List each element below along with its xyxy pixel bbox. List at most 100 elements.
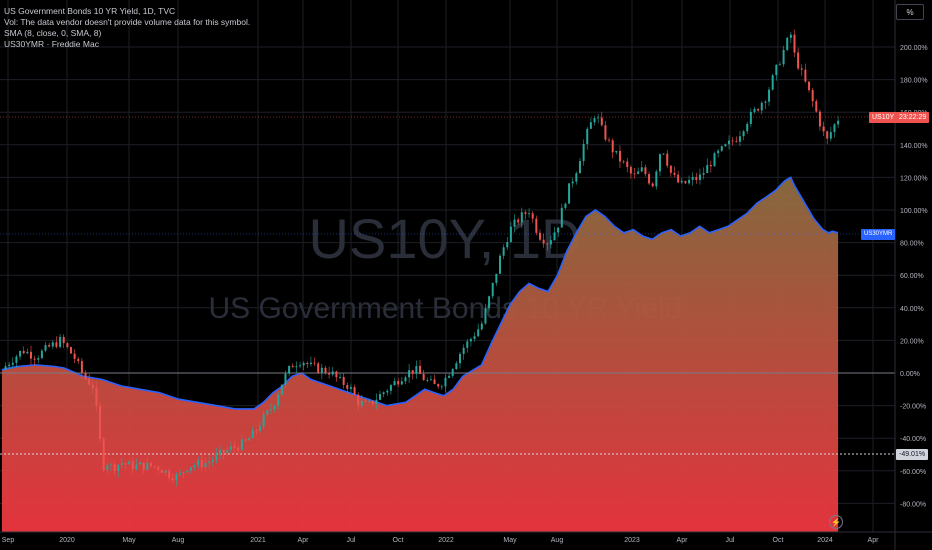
- candle-body: [535, 218, 538, 233]
- us30ymr-area: [1, 177, 839, 532]
- candle-body: [440, 386, 443, 388]
- candle-body: [124, 463, 127, 465]
- price-axis[interactable]: 200.00%180.00%160.00%140.00%120.00%100.0…: [900, 45, 928, 508]
- candle-body: [760, 102, 763, 111]
- candle-body: [531, 213, 534, 219]
- candle-body: [59, 336, 62, 347]
- legend-sma[interactable]: SMA (8, close, 0, SMA, 8): [4, 28, 102, 38]
- y-tick-label: -20.00%: [900, 404, 926, 411]
- candle-body: [368, 400, 371, 402]
- candle-body: [295, 366, 298, 368]
- candle-body: [175, 474, 178, 481]
- candle-body: [626, 161, 629, 168]
- candle-body: [233, 446, 236, 448]
- candle-body: [189, 467, 192, 471]
- candle-body: [622, 161, 625, 163]
- candle-body: [429, 379, 432, 381]
- candle-body: [575, 173, 578, 182]
- candle-body: [106, 465, 109, 470]
- x-tick-label: Aug: [172, 537, 185, 544]
- candle-body: [633, 173, 636, 175]
- candle-body: [51, 342, 54, 347]
- candle-body: [288, 365, 291, 374]
- y-tick-label: 140.00%: [900, 143, 928, 150]
- candle-body: [717, 150, 720, 154]
- legend-title[interactable]: US Government Bonds 10 YR Yield, 1D, TVC: [4, 6, 176, 16]
- candle-body: [615, 150, 618, 153]
- candle-body: [491, 282, 494, 297]
- candle-body: [339, 376, 342, 378]
- x-tick-label: 2024: [817, 537, 833, 544]
- watermark-symbol: US10Y, 1D: [309, 207, 582, 270]
- candle-body: [698, 174, 701, 180]
- chart-legend: US Government Bonds 10 YR Yield, 1D, TVC…: [4, 6, 250, 50]
- candle-body: [280, 384, 283, 395]
- candle-body: [328, 372, 331, 375]
- candle-body: [77, 358, 80, 362]
- candle-body: [677, 174, 680, 183]
- candle-body: [237, 447, 240, 451]
- legend-vol[interactable]: Vol: The data vendor doesn't provide vol…: [4, 17, 251, 27]
- candle-body: [33, 358, 36, 360]
- candle-body: [582, 143, 585, 162]
- candle-body: [284, 373, 287, 385]
- candle-body: [753, 108, 756, 112]
- candle-body: [109, 464, 112, 466]
- time-axis[interactable]: Sep 2020 May Aug 2021 Apr Jul Oct 2022 May Aug 2023…: [2, 537, 879, 544]
- legend-compare[interactable]: US30YMR · Freddie Mac: [4, 39, 99, 49]
- candle-body: [571, 181, 574, 184]
- candle-body: [706, 165, 709, 174]
- candle-body: [411, 370, 414, 374]
- candle-body: [120, 463, 123, 465]
- candle-body: [597, 117, 600, 119]
- y-tick-label: 100.00%: [900, 208, 928, 215]
- candle-body: [680, 181, 683, 183]
- candle-body: [69, 347, 72, 354]
- y-tick-label: -80.00%: [900, 501, 926, 508]
- x-tick-label: Jul: [726, 537, 735, 544]
- candle-body: [95, 388, 98, 406]
- candle-body: [364, 401, 367, 402]
- y-tick-label: 120.00%: [900, 175, 928, 182]
- candle-body: [19, 350, 22, 357]
- candle-body: [691, 176, 694, 180]
- candle-body: [495, 273, 498, 283]
- candle-body: [375, 399, 378, 404]
- candle-body: [509, 226, 512, 243]
- y-tick-label: 60.00%: [900, 273, 924, 280]
- lightning-icon[interactable]: ⚡: [829, 515, 843, 529]
- candle-body: [211, 459, 214, 462]
- candle-body: [578, 161, 581, 174]
- candle-body: [357, 394, 360, 406]
- candle-body: [269, 409, 272, 411]
- candle-body: [458, 353, 461, 364]
- candle-body: [506, 242, 509, 248]
- candle-body: [793, 34, 796, 53]
- candle-body: [408, 370, 411, 378]
- candle-body: [553, 232, 556, 241]
- candle-body: [618, 150, 621, 162]
- candle-body: [477, 329, 480, 337]
- us10y-time-tag: 23:22:29: [896, 112, 930, 123]
- candle-body: [182, 472, 185, 474]
- candle-body: [277, 394, 280, 406]
- candle-body: [517, 219, 520, 223]
- candle-body: [637, 171, 640, 174]
- candle-body: [266, 410, 269, 415]
- candle-body: [157, 466, 160, 470]
- candle-body: [131, 461, 134, 470]
- x-tick-label: Sep: [2, 537, 15, 544]
- candle-body: [193, 465, 196, 468]
- candle-body: [200, 460, 203, 468]
- candle-body: [528, 213, 531, 215]
- candle-body: [168, 470, 171, 479]
- candle-body: [720, 146, 723, 151]
- percent-scale-button[interactable]: %: [896, 4, 924, 20]
- candle-body: [419, 366, 422, 374]
- candle-body: [422, 373, 425, 381]
- candle-body: [600, 117, 603, 126]
- candle-body: [88, 378, 91, 385]
- candle-body: [146, 462, 149, 470]
- candle-body: [829, 132, 832, 139]
